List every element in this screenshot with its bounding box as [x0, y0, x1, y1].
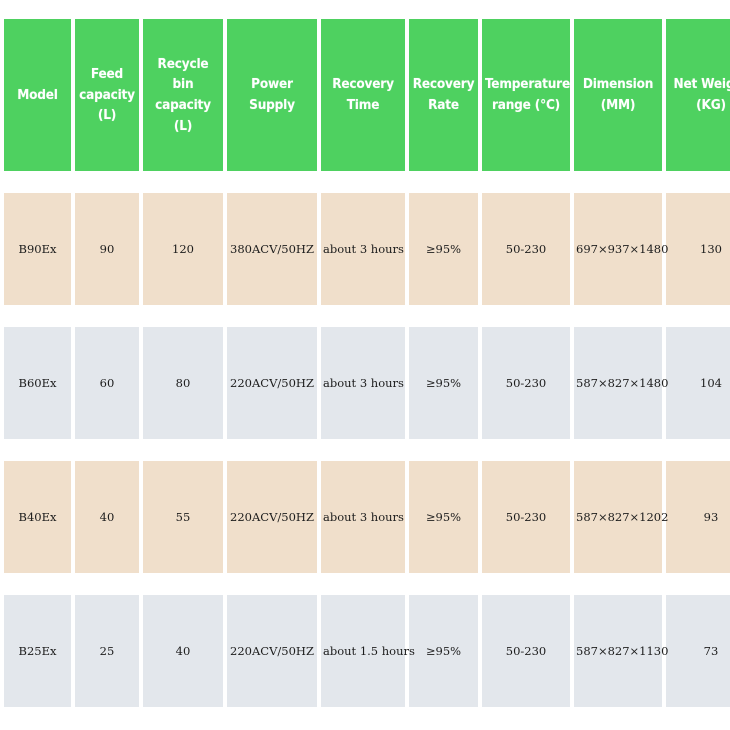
header-line-1: Dimension — [582, 76, 654, 93]
column-header-recovery-rate: Recovery Rate — [409, 19, 478, 171]
cell-dimension: 587×827×1130 — [574, 595, 668, 707]
cell-recycle-bin-capacity: 80 — [143, 327, 223, 439]
cell-temperature-range: 50-230 — [482, 595, 570, 707]
cell-recovery-time: about 3 hours — [321, 327, 405, 439]
cell-feed-capacity: 60 — [75, 327, 139, 439]
row-spacer — [4, 439, 730, 461]
cell-power-supply: 220ACV/50HZ — [227, 327, 317, 439]
column-header-recovery-time: Recovery Time — [321, 19, 405, 171]
column-header-recycle-bin-capacity: Recycle bin capacity (L) — [143, 19, 223, 171]
cell-dimension: 587×827×1480 — [574, 327, 668, 439]
cell-model: B25Ex — [4, 595, 71, 707]
cell-model: B90Ex — [4, 193, 71, 305]
cell-net-weight: 93 — [666, 461, 730, 573]
header-line-2: range (°C) — [491, 97, 561, 113]
cell-recovery-rate: ≥95% — [409, 595, 478, 707]
row-spacer — [4, 573, 730, 595]
column-header-model: Model — [4, 19, 71, 171]
cell-feed-capacity: 90 — [75, 193, 139, 305]
header-line-1: Recovery — [332, 76, 394, 93]
header-line-1: Feed — [90, 66, 124, 83]
cell-temperature-range: 50-230 — [482, 327, 570, 439]
table-row[interactable]: B60Ex 60 80 220ACV/50HZ about 3 hours ≥9… — [4, 327, 730, 439]
column-header-dimension: Dimension (MM) — [574, 19, 662, 171]
header-line-2: (MM) — [600, 97, 636, 113]
cell-feed-capacity: 40 — [75, 461, 139, 573]
cell-power-supply: 380ACV/50HZ — [227, 193, 317, 305]
header-line-1: Recycle bin — [157, 55, 209, 93]
cell-recycle-bin-capacity: 120 — [143, 193, 223, 305]
cell-temperature-range: 50-230 — [482, 193, 570, 305]
cell-recycle-bin-capacity: 55 — [143, 461, 223, 573]
header-body-spacer — [4, 171, 730, 193]
header-line-2: Supply — [249, 97, 295, 113]
table-row[interactable]: B25Ex 25 40 220ACV/50HZ about 1.5 hours … — [4, 595, 730, 707]
cell-temperature-range: 50-230 — [482, 461, 570, 573]
header-line-3: (L) — [97, 107, 117, 124]
cell-recovery-time: about 3 hours — [321, 193, 405, 305]
header-line-1: Net Weight — [673, 76, 730, 93]
column-header-power-supply: Power Supply — [227, 19, 317, 171]
cell-recovery-rate: ≥95% — [409, 327, 478, 439]
cell-dimension: 587×827×1202 — [574, 461, 668, 573]
cell-recovery-time: about 1.5 hours — [321, 595, 415, 707]
header-line-3: (L) — [173, 117, 193, 134]
cell-model: B60Ex — [4, 327, 71, 439]
table-row[interactable]: B90Ex 90 120 380ACV/50HZ about 3 hours ≥… — [4, 193, 730, 305]
cell-net-weight: 104 — [666, 327, 730, 439]
table-body: B90Ex 90 120 380ACV/50HZ about 3 hours ≥… — [4, 171, 730, 707]
cell-net-weight: 130 — [666, 193, 730, 305]
row-spacer — [4, 305, 730, 327]
header-line-2: (KG) — [696, 97, 726, 113]
table-header: Model Feed capacity (L) Recycle bin capa… — [4, 19, 730, 171]
column-header-net-weight: Net Weight (KG) — [666, 19, 730, 171]
table-header-row: Model Feed capacity (L) Recycle bin capa… — [4, 19, 730, 171]
header-line-2: capacity — [79, 86, 135, 103]
column-header-temperature-range: Temperature range (°C) — [482, 19, 570, 171]
header-line-2: Time — [346, 97, 380, 113]
cell-feed-capacity: 25 — [75, 595, 139, 707]
header-line-1: Recovery — [412, 76, 475, 93]
column-header-feed-capacity: Feed capacity (L) — [75, 19, 139, 171]
cell-recycle-bin-capacity: 40 — [143, 595, 223, 707]
cell-power-supply: 220ACV/50HZ — [227, 461, 317, 573]
header-line-2: Rate — [428, 97, 459, 113]
cell-dimension: 697×937×1480 — [574, 193, 668, 305]
cell-model: B40Ex — [4, 461, 71, 573]
cell-power-supply: 220ACV/50HZ — [227, 595, 317, 707]
cell-recovery-rate: ≥95% — [409, 461, 478, 573]
header-line-1: Power — [251, 76, 293, 93]
specification-table: Model Feed capacity (L) Recycle bin capa… — [0, 19, 730, 707]
table-row[interactable]: B40Ex 40 55 220ACV/50HZ about 3 hours ≥9… — [4, 461, 730, 573]
cell-net-weight: 73 — [666, 595, 730, 707]
header-line-1: Model — [17, 86, 58, 103]
cell-recovery-rate: ≥95% — [409, 193, 478, 305]
header-line-1: Temperature — [485, 76, 570, 93]
header-line-2: capacity — [155, 97, 211, 113]
cell-recovery-time: about 3 hours — [321, 461, 405, 573]
